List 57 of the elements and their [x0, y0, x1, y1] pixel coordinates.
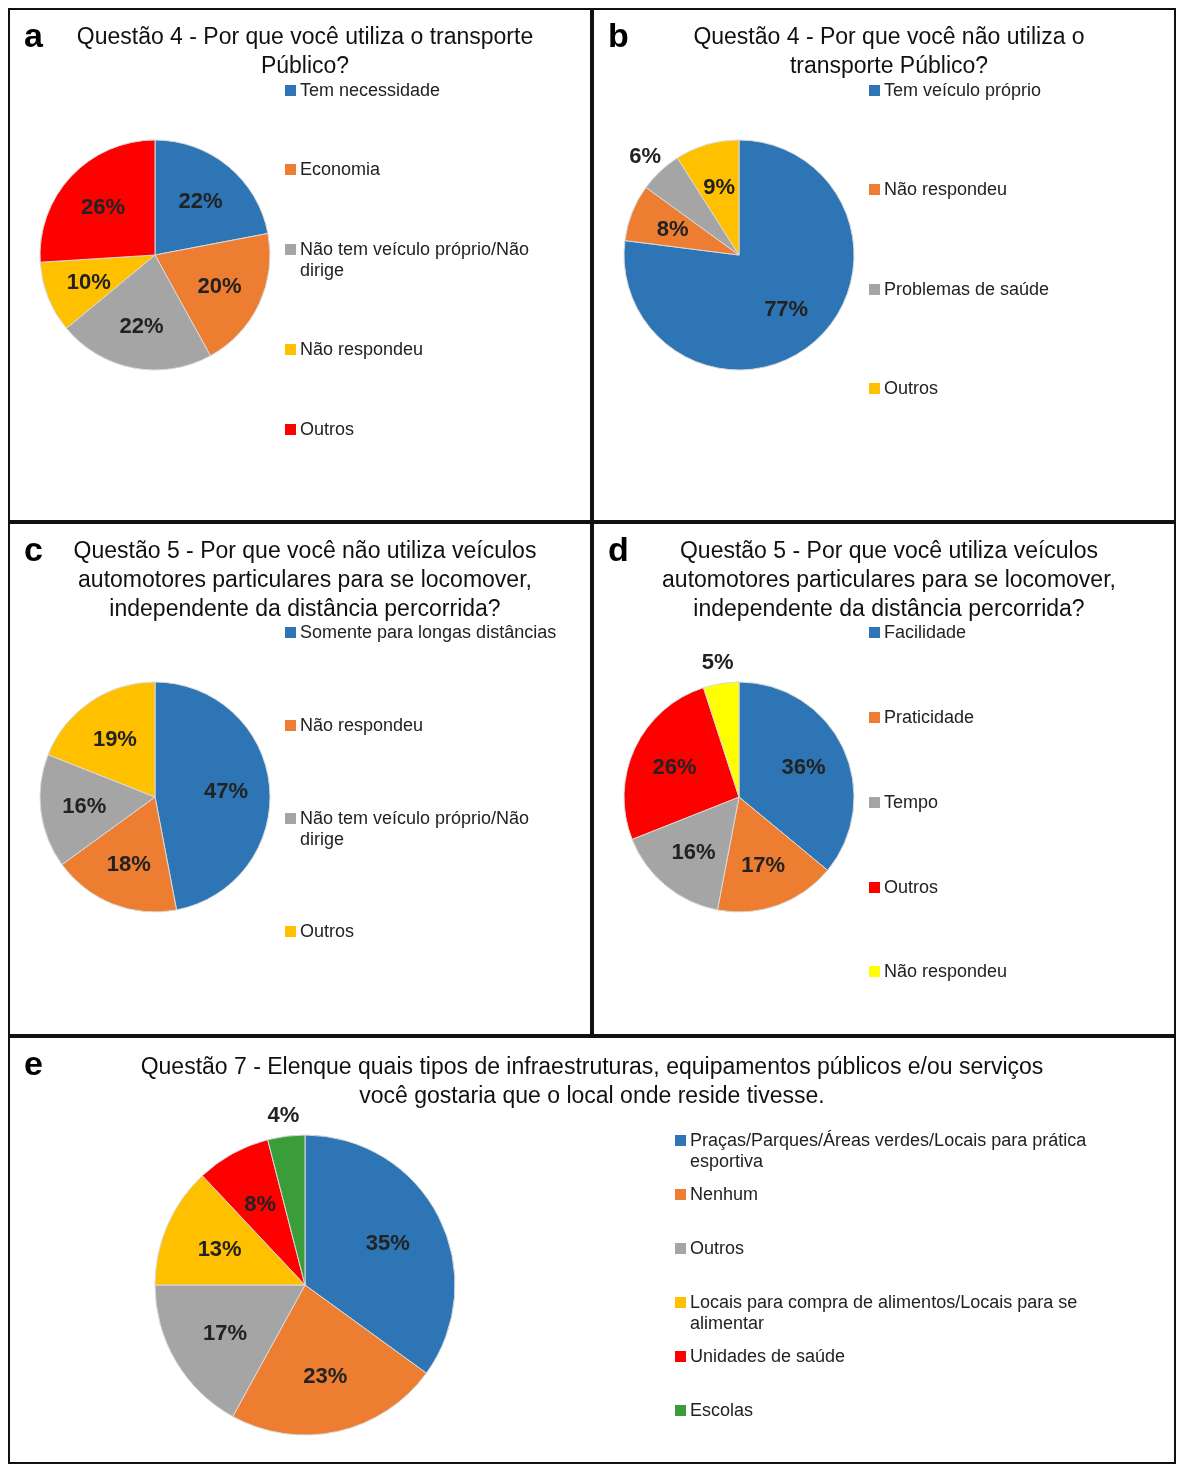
- pie-slice: [623, 139, 855, 370]
- data-label: 10%: [66, 268, 111, 294]
- data-label: 22%: [178, 187, 223, 213]
- legend-label: Problemas de saúde: [884, 278, 1051, 300]
- data-label: 16%: [62, 793, 107, 819]
- data-label: 16%: [671, 839, 716, 865]
- legend-label: Unidades de saúde: [690, 1345, 847, 1367]
- data-label: 26%: [652, 754, 697, 780]
- data-label: 20%: [197, 272, 242, 298]
- text: Questão 4 - Por que você utiliza o transporte Público?: [75, 22, 535, 80]
- data-label: 19%: [92, 725, 137, 751]
- data-label: 22%: [119, 312, 164, 338]
- legend-label: Outros: [884, 876, 940, 898]
- text: e: [24, 1044, 43, 1083]
- legend-label: Tempo: [884, 791, 940, 813]
- legend-label: Tem necessidade: [300, 79, 442, 101]
- data-label: 8%: [656, 215, 689, 241]
- legend-label: Economia: [300, 159, 382, 180]
- data-label: 17%: [741, 851, 786, 877]
- legend-label: Não respondeu: [300, 339, 425, 360]
- legend-label: Outros: [690, 1237, 746, 1259]
- data-label: 5%: [701, 649, 734, 675]
- legend-label: Praças/Parques/Áreas verdes/Locais para prática esportiva: [690, 1129, 1088, 1172]
- legend-label: Facilidade: [884, 622, 968, 644]
- legend-label: Outros: [300, 921, 356, 943]
- data-label: 9%: [703, 173, 736, 199]
- data-label: 23%: [303, 1362, 348, 1388]
- data-label: 35%: [365, 1229, 410, 1255]
- legend-label: Não respondeu: [884, 961, 1009, 983]
- data-label: 18%: [106, 851, 151, 877]
- data-label: 8%: [244, 1190, 277, 1216]
- legend-label: Locais para compra de alimentos/Locais para se alimentar: [690, 1291, 1079, 1334]
- data-label: 13%: [197, 1235, 242, 1261]
- text: d: [608, 530, 629, 569]
- data-label: 47%: [203, 778, 249, 804]
- legend-label: Não respondeu: [300, 714, 425, 736]
- data-label: 36%: [781, 754, 826, 780]
- legend-label: Não tem veículo próprio/Não dirige: [300, 807, 531, 850]
- legend-label: Outros: [884, 378, 940, 400]
- legend-label: Outros: [300, 418, 356, 440]
- data-label: 17%: [202, 1319, 247, 1345]
- legend-label: Escolas: [690, 1399, 755, 1421]
- text: a: [24, 16, 43, 55]
- legend-label: Somente para longas distâncias: [300, 622, 558, 644]
- data-label: 77%: [764, 295, 809, 321]
- legend-label: Praticidade: [884, 707, 976, 728]
- legend-label: Não tem veículo próprio/Não dirige: [300, 238, 531, 281]
- text: b: [608, 16, 629, 55]
- data-label: 26%: [81, 193, 126, 219]
- legend-label: Não respondeu: [884, 179, 1009, 201]
- chart-title: Questão 5 - Por que você utiliza veículos automotores particulares para se locomover, independente da distância percorrida?: [661, 536, 1117, 623]
- text: c: [24, 530, 43, 569]
- text: Questão 5 - Por que você não utiliza veículos automotores particulares para se locomover, independente da distância percorrida?: [72, 536, 538, 623]
- chart-title: Questão 4 - Por que você não utiliza o transporte Público?: [692, 22, 1086, 80]
- data-label: 6%: [629, 142, 662, 168]
- legend-label: Nenhum: [690, 1183, 760, 1205]
- legend-label: Tem veículo próprio: [884, 79, 1043, 101]
